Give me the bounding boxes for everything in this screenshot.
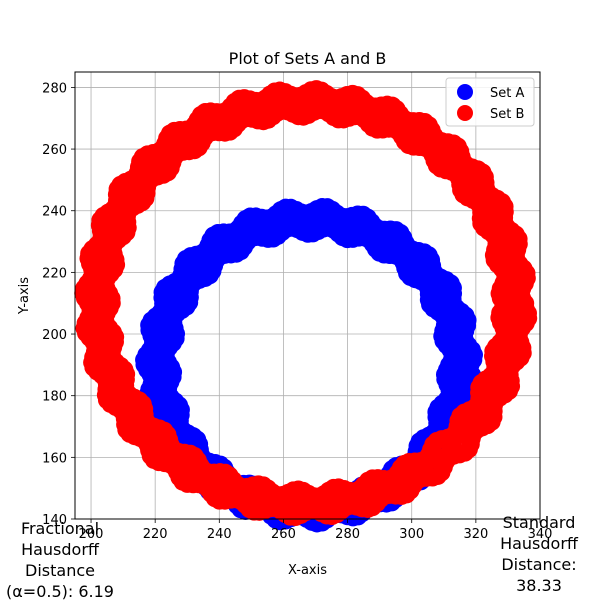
- x-tick-label: 220: [143, 527, 168, 542]
- fractional-hausdorff-annotation: Fractional Hausdorff Distance (α=0.5): 6…: [6, 519, 114, 601]
- data-point: [460, 360, 479, 379]
- data-point: [447, 360, 466, 379]
- x-tick-label: 260: [271, 527, 296, 542]
- y-tick-label: 160: [42, 451, 67, 466]
- plot-frame: [74, 71, 541, 520]
- y-tick-label: 260: [42, 143, 67, 158]
- y-tick-label: 200: [42, 328, 67, 343]
- legend-label: Set A: [490, 86, 524, 101]
- chart-title: Plot of Sets A and B: [229, 49, 387, 68]
- y-tick-label: 140: [42, 513, 67, 528]
- standard-hausdorff-annotation: Standard Hausdorff Distance: 38.33: [500, 513, 578, 595]
- y-tick-label: 180: [42, 390, 67, 405]
- x-tick-label: 300: [399, 527, 424, 542]
- series-set-b: [74, 80, 538, 527]
- data-point: [516, 299, 535, 318]
- y-tick-label: 240: [42, 205, 67, 220]
- x-tick-label: 280: [335, 527, 360, 542]
- legend-label: Set B: [490, 107, 524, 122]
- y-tick-label: 280: [42, 81, 67, 96]
- legend-marker: [457, 84, 473, 100]
- x-tick-label: 240: [207, 527, 232, 542]
- y-tick-label: 220: [42, 266, 67, 281]
- y-axis-label: Y-axis: [17, 277, 32, 315]
- x-axis-label: X-axis: [288, 563, 327, 578]
- x-tick-label: 200: [79, 527, 104, 542]
- legend: Set A Set B: [445, 77, 535, 127]
- legend-marker: [457, 105, 473, 121]
- x-tick-label: 320: [463, 527, 488, 542]
- axis-ticks: 200 220 240 260 280 300 320 340 140 160 180 200 220 2…: [42, 81, 552, 542]
- x-tick-label: 340: [528, 527, 553, 542]
- series-layer: [74, 80, 538, 533]
